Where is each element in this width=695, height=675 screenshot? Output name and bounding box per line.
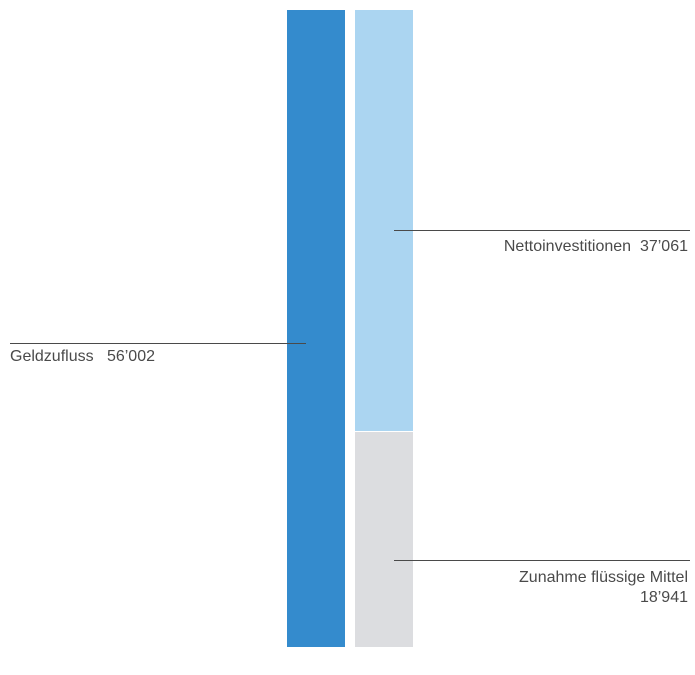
label-nettoinvestitionen: Nettoinvestitionen 37’061 — [504, 237, 688, 257]
label-zunahme-fluessige-mittel: Zunahme flüssige Mittel 18’941 — [519, 568, 688, 608]
label-zunahme-name: Zunahme flüssige Mittel — [519, 569, 688, 586]
bar-geldzufluss — [287, 10, 345, 647]
label-nettoinvestitionen-name: Nettoinvestitionen — [503, 238, 632, 255]
label-geldzufluss-name: Geldzufluss — [10, 348, 94, 365]
label-geldzufluss-value: 56’002 — [106, 348, 155, 365]
label-geldzufluss: Geldzufluss 56’002 — [10, 347, 155, 367]
bar-segment-nettoinvestitionen — [355, 10, 413, 432]
label-zunahme-value: 18’941 — [639, 589, 688, 606]
bar-segment-zunahme-fluessige-mittel — [355, 431, 413, 647]
label-nettoinvestitionen-value: 37’061 — [639, 238, 688, 255]
